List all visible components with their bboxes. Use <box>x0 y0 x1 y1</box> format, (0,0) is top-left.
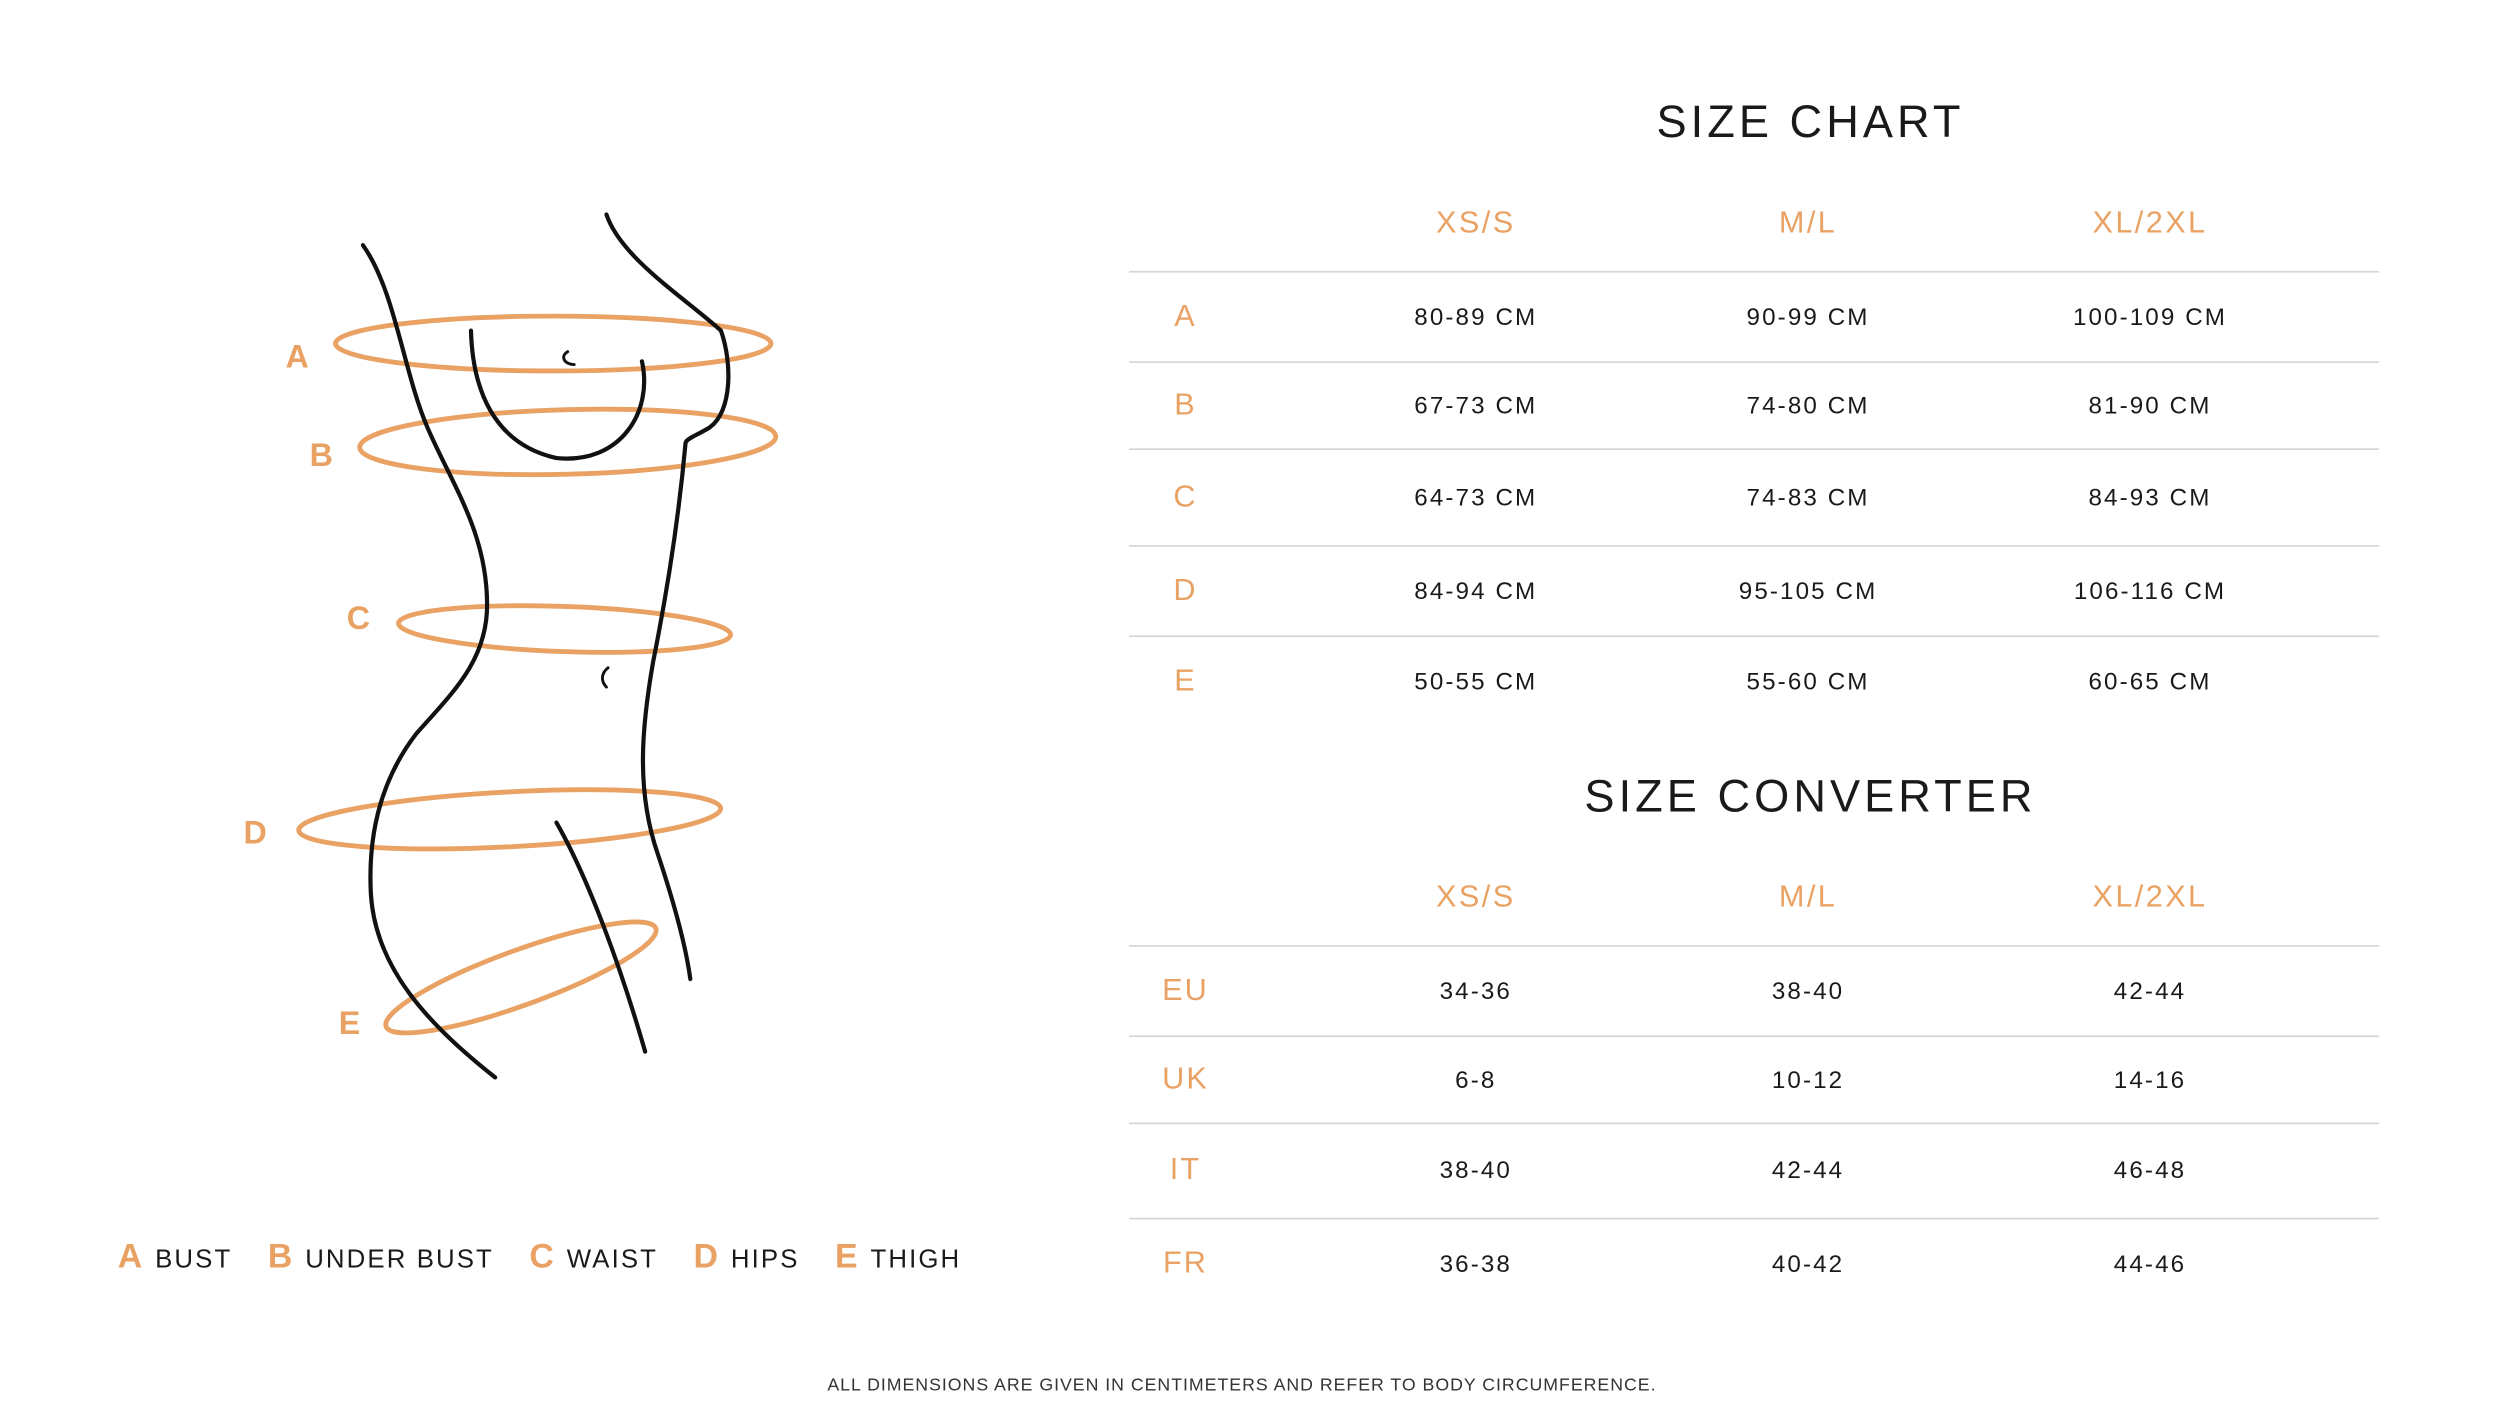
table-cell: 6-8 <box>1455 1066 1497 1094</box>
column-header: M/L <box>1778 206 1838 241</box>
under-bust-ring <box>357 406 779 478</box>
table-row: B 67-73 CM 74-80 CM 81-90 CM <box>1129 361 2380 448</box>
footer-note: ALL DIMENSIONS ARE GIVEN IN CENTIMETERS … <box>827 1375 1657 1396</box>
table-cell: 44-46 <box>2113 1249 2187 1278</box>
size-converter-table: XS/S M/L XL/2XL EU 34-36 38-40 42-44 UK 6-8 10-12… <box>1129 881 2380 1308</box>
table-row: A 80-89 CM 90-99 CM 100-109 CM <box>1129 270 2380 361</box>
legend-key: B <box>267 1238 293 1276</box>
row-label: C <box>1173 479 1198 514</box>
table-cell: 74-83 CM <box>1746 483 1870 512</box>
column-header: M/L <box>1778 880 1838 915</box>
breast-outline <box>468 328 647 461</box>
legend-label: THIGH <box>870 1246 962 1275</box>
inner-leg-outline <box>554 820 648 1054</box>
table-cell: 42-44 <box>2113 977 2187 1005</box>
column-header: XS/S <box>1436 880 1516 915</box>
table-row: EU 34-36 38-40 42-44 <box>1129 945 2380 1035</box>
bust-ring <box>333 313 774 374</box>
table-cell: 84-93 CM <box>2088 483 2212 512</box>
figure-label-b: B <box>310 437 333 473</box>
column-header: XL/2XL <box>2092 880 2208 915</box>
legend-item: A BUST <box>118 1239 233 1278</box>
table-header: XS/S M/L XL/2XL <box>1129 206 2379 271</box>
legend-item: B UNDER BUST <box>268 1239 494 1278</box>
figure-label-e: E <box>339 1005 361 1041</box>
hips-ring <box>296 787 724 852</box>
size-chart-title: SIZE CHART <box>1656 96 1965 147</box>
table-cell: 38-40 <box>1771 977 1845 1005</box>
legend-item: D HIPS <box>694 1239 800 1278</box>
table-row: UK 6-8 10-12 14-16 <box>1129 1035 2380 1122</box>
row-label: IT <box>1169 1153 1202 1188</box>
waist-ring <box>396 603 733 655</box>
thigh-ring <box>383 919 659 1036</box>
row-label: EU <box>1162 973 1209 1008</box>
table-cell: 55-60 CM <box>1746 667 1870 696</box>
table-cell: 36-38 <box>1439 1249 1512 1278</box>
table-cell: 60-65 CM <box>2088 667 2212 696</box>
table-cell: 81-90 CM <box>2088 391 2212 420</box>
table-row: FR 36-38 40-42 44-46 <box>1129 1217 2380 1308</box>
table-cell: 10-12 <box>1771 1066 1845 1094</box>
column-header: XS/S <box>1436 206 1516 241</box>
legend-item: E THIGH <box>835 1239 961 1278</box>
figure-label-d: D <box>244 815 267 851</box>
legend-label: HIPS <box>730 1246 800 1275</box>
legend-label: BUST <box>155 1246 233 1275</box>
row-label: FR <box>1162 1245 1209 1280</box>
front-outline <box>604 212 731 982</box>
table-cell: 67-73 CM <box>1414 391 1538 420</box>
table-cell: 50-55 CM <box>1414 667 1538 696</box>
figure-label-a: A <box>285 339 308 375</box>
table-row: IT 38-40 42-44 46-48 <box>1129 1122 2380 1218</box>
legend-key: C <box>529 1238 554 1276</box>
size-converter-title: SIZE CONVERTER <box>1584 770 2037 821</box>
table-cell: 106-116 CM <box>2073 577 2227 605</box>
row-label: A <box>1174 299 1197 334</box>
table-row: C 64-73 CM 74-83 CM 84-93 CM <box>1129 448 2380 545</box>
table-cell: 64-73 CM <box>1414 483 1538 512</box>
column-header: XL/2XL <box>2092 206 2208 241</box>
legend-label: UNDER BUST <box>305 1246 494 1275</box>
table-row: E 50-55 CM 55-60 CM 60-65 CM <box>1129 635 2380 725</box>
table-cell: 34-36 <box>1439 977 1512 1005</box>
legend-label: WAIST <box>566 1246 659 1275</box>
table-cell: 14-16 <box>2113 1066 2187 1094</box>
table-cell: 95-105 CM <box>1738 577 1878 605</box>
size-chart-table: XS/S M/L XL/2XL A 80-89 CM 90-99 CM 100-109 CM… <box>1129 206 2380 725</box>
table-cell: 84-94 CM <box>1414 577 1538 605</box>
legend-key: D <box>693 1238 718 1276</box>
table-cell: 100-109 CM <box>2072 303 2228 331</box>
row-label: E <box>1174 663 1197 698</box>
row-label: B <box>1174 387 1197 422</box>
figure-label-c: C <box>347 600 370 636</box>
table-cell: 80-89 CM <box>1414 303 1538 331</box>
row-label: D <box>1173 573 1198 608</box>
navel-mark <box>600 666 610 689</box>
table-header: XS/S M/L XL/2XL <box>1129 881 2379 946</box>
legend-key: E <box>835 1238 858 1276</box>
row-label: UK <box>1162 1062 1209 1096</box>
nipple-mark <box>562 350 576 366</box>
table-row: D 84-94 CM 95-105 CM 106-116 CM <box>1129 545 2380 635</box>
back-outline <box>360 243 498 1080</box>
table-cell: 90-99 CM <box>1746 303 1870 331</box>
table-cell: 74-80 CM <box>1746 391 1870 420</box>
legend-item: C WAIST <box>529 1239 658 1278</box>
legend-key: A <box>117 1238 143 1276</box>
body-measurement-figure: A B C D E <box>244 212 779 1080</box>
table-cell: 40-42 <box>1771 1249 1845 1278</box>
measurement-legend: A BUST B UNDER BUST C WAIST D HIPS E THIGH <box>118 1239 962 1278</box>
table-cell: 42-44 <box>1771 1157 1845 1185</box>
table-cell: 46-48 <box>2113 1157 2187 1185</box>
table-cell: 38-40 <box>1439 1157 1512 1185</box>
